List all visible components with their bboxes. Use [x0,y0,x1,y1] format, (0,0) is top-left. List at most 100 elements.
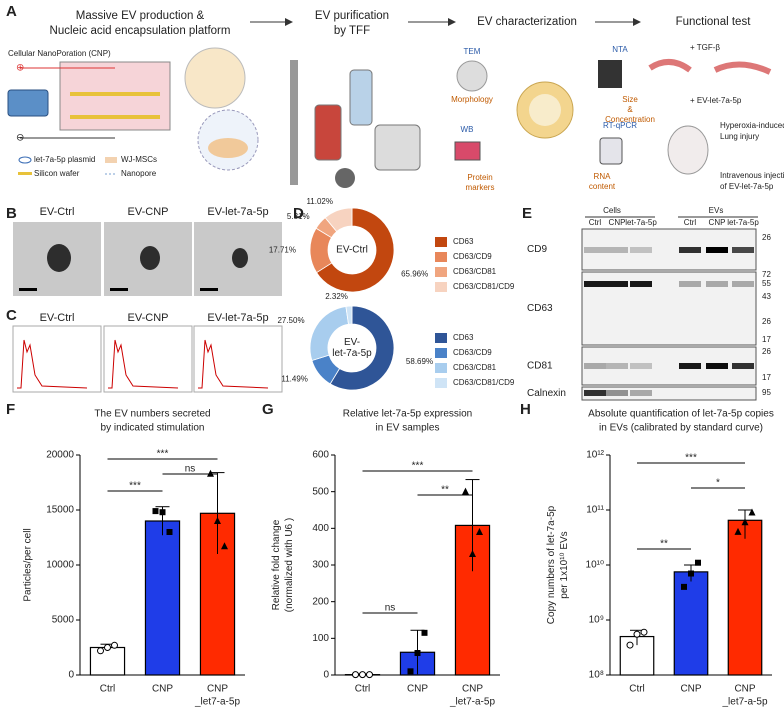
caption: EV-let-7a-5p [207,206,268,218]
data-point [111,641,118,649]
legend-swatch [435,282,447,292]
panel-label: F [6,401,15,418]
mw-marker: 26 [762,317,771,326]
y-tick-label: 10¹⁰ [586,560,604,571]
chart-title: in EVs (calibrated by standard curve) [599,423,763,434]
bar [673,571,709,676]
y-tick-label: 100 [312,633,329,644]
data-point [152,508,159,515]
y-tick-label: 10⁹ [589,615,604,626]
significance-label: *** [685,453,697,464]
significance-label: *** [412,461,424,472]
nta-curve [198,339,269,389]
scale-bar [19,288,37,291]
lane-label: CNP [709,218,726,227]
significance-label: ** [660,539,668,550]
significance-label: ** [441,485,449,496]
band [606,363,628,369]
group-label: Cells [603,206,621,215]
band [679,247,701,253]
data-point [221,542,228,550]
x-tick-label: _let7-a-5p [721,697,767,707]
value-label: 11.02% [306,197,333,206]
data-point [633,630,641,638]
blot [581,386,757,401]
data-point [421,629,428,636]
chart-title: Absolute quantification of let-7a-5p cop… [588,409,774,420]
step-title: Functional test [676,16,752,28]
mw-marker: 26 [762,233,771,242]
step-title: EV characterization [477,16,577,28]
band [584,281,606,287]
data-point [748,508,756,516]
data-point [640,628,648,636]
method: NTA [612,45,628,54]
value-label: 65.96% [401,270,428,279]
mw-marker: 43 [762,292,771,301]
legend-icon [105,157,117,163]
pie-segment [316,207,395,293]
illustration [349,69,373,126]
method-result: & [627,105,633,114]
step-title: Nucleic acid encapsulation platform [50,25,231,37]
legend-text: WJ-MSCs [121,155,157,164]
mw-marker: 26 [762,347,771,356]
illustration [314,104,342,161]
bar [144,520,181,676]
method-result: Protein [467,173,492,182]
legend-text: CD63/CD81 [453,267,497,276]
data-point [626,641,634,649]
y-tick-label: 0 [68,670,74,681]
x-tick-label: _let7-a-5p [194,697,240,707]
x-tick-label: Ctrl [100,684,116,695]
blot-label: Calnexin [527,388,566,399]
data-point [207,469,214,477]
functional-text: Hyperoxia-induced [720,121,784,130]
method: TEM [464,47,481,56]
x-tick-label: _let7-a-5p [449,697,495,707]
data-point [104,644,111,651]
panel-label: E [522,205,532,222]
legend-text: CD63/CD81/CD9 [453,282,515,291]
legend-text: CD63/CD9 [453,348,492,357]
lane-label: let-7a-5p [625,218,657,227]
y-tick-label: 10¹² [586,450,604,461]
legend-text: CD63/CD81 [453,363,497,372]
charts: D65.96%17.71%5.31%11.02%EV-CtrlCD63CD63/… [6,197,774,707]
band [679,363,701,369]
wafer [70,92,160,96]
y-tick-label: 200 [312,596,329,607]
x-tick-label: CNP [462,684,483,695]
legend-swatch [435,237,447,247]
legend-text: CD63 [453,237,474,246]
mw-marker: 17 [762,373,771,382]
y-tick-label: 500 [312,486,329,497]
x-tick-label: CNP [407,684,428,695]
illustration [208,138,248,158]
legend-swatch [435,333,447,343]
data-point [469,550,476,557]
value-label: 2.32% [325,292,348,301]
functional-text: Lung injury [720,132,759,141]
legend-text: Nanopore [121,169,157,178]
illustration [599,137,623,165]
significance-label: ns [185,464,196,475]
chart-title: in EV samples [376,423,440,434]
legend-swatch [435,378,447,388]
y-tick-label: 20000 [46,450,74,461]
legend-text: CD63 [453,333,474,342]
band [584,390,606,396]
data-point [159,509,166,516]
band [630,390,652,396]
mw-marker: 17 [762,335,771,344]
method-result: content [589,182,616,191]
band [706,281,728,287]
scale-bar [110,288,128,291]
value-label: 17.71% [269,246,296,255]
bar [727,519,763,676]
lane-label: Ctrl [684,218,697,227]
legend-text: let-7a-5p plasmid [34,155,95,164]
step-title: by TFF [334,25,370,37]
y-axis-label: Relative fold change [271,519,282,610]
